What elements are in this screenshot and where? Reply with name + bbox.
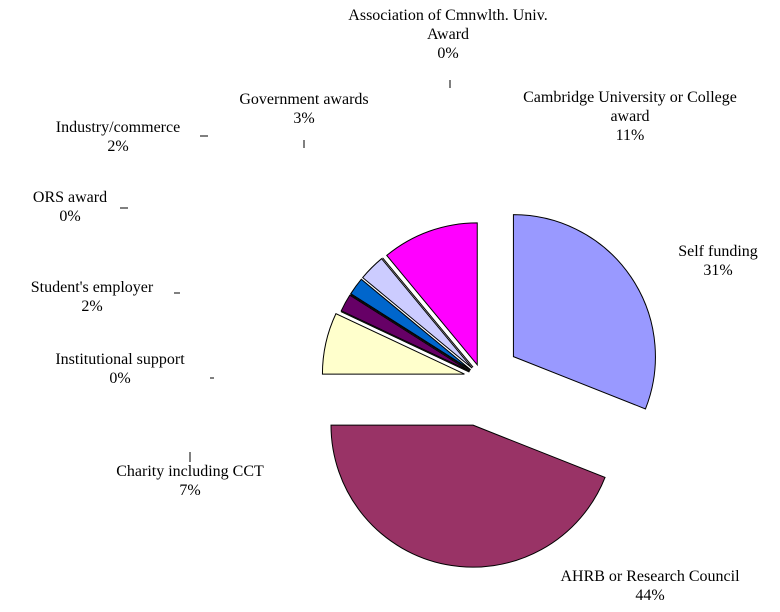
- slice-label: Student's employer 2%: [0, 278, 192, 316]
- pie-slice: [340, 311, 470, 373]
- pie-slice: [512, 214, 656, 410]
- category-name: Cambridge University or College award: [523, 89, 737, 125]
- slice-label: Charity including CCT 7%: [70, 462, 310, 500]
- percent-label: 2%: [107, 138, 129, 155]
- pie-slice: [386, 222, 478, 367]
- category-name: Industry/commerce: [55, 119, 181, 136]
- slice-label: ORS award 0%: [0, 188, 140, 226]
- category-name: Student's employer: [30, 279, 154, 296]
- slice-label: Self funding 31%: [653, 242, 780, 280]
- percent-label: 11%: [615, 127, 645, 144]
- percent-label: 2%: [81, 298, 103, 315]
- percent-label: 0%: [59, 208, 81, 225]
- slice-label: Association of Cmnwlth. Univ. Award 0%: [348, 6, 548, 63]
- percent-label: 3%: [293, 110, 315, 127]
- pie-slice: [321, 312, 465, 375]
- category-name: ORS award: [32, 189, 108, 206]
- percent-label: 0%: [437, 45, 459, 62]
- percent-label: 31%: [703, 262, 733, 279]
- pie-slice: [340, 294, 470, 372]
- percent-label: 7%: [179, 482, 201, 499]
- category-name: AHRB or Research Council: [560, 568, 740, 585]
- category-name: Association of Cmnwlth. Univ. Award: [348, 7, 548, 43]
- category-name: Institutional support: [55, 351, 185, 368]
- pie-slice: [350, 278, 471, 371]
- slice-label: Institutional support 0%: [20, 350, 220, 388]
- category-name: Self funding: [678, 243, 758, 260]
- slice-label: Industry/commerce 2%: [18, 118, 218, 156]
- slice-label: AHRB or Research Council 44%: [520, 567, 780, 605]
- percent-label: 44%: [635, 587, 665, 604]
- category-name: Charity including CCT: [116, 463, 264, 480]
- pie-slice: [350, 293, 471, 371]
- pie-slice: [382, 257, 474, 368]
- pie-slice: [361, 257, 473, 369]
- percent-label: 0%: [109, 370, 131, 387]
- pie-slice: [330, 424, 606, 568]
- slice-label: Cambridge University or College award 11%: [520, 88, 740, 145]
- slice-label: Government awards 3%: [204, 90, 404, 128]
- category-name: Government awards: [239, 91, 369, 108]
